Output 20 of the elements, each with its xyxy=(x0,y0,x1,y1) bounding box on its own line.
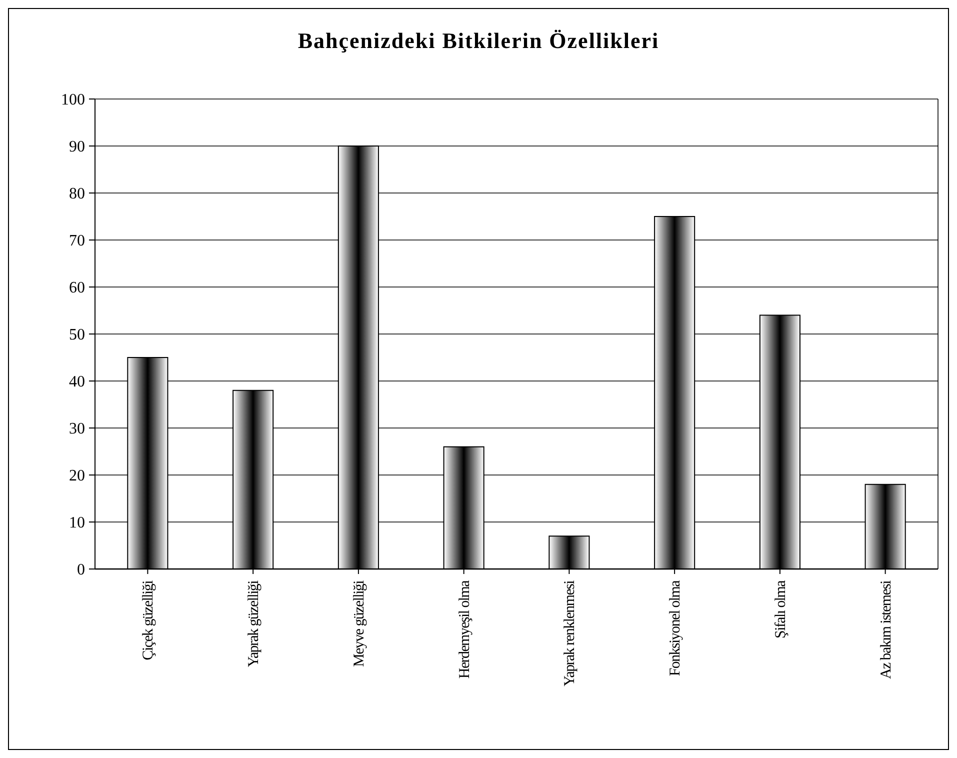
x-tick-label: Yaprak renklenmesi xyxy=(562,580,578,686)
y-tick-label: 80 xyxy=(69,186,85,203)
y-tick-label: 40 xyxy=(69,374,85,391)
x-tick-label: Yaprak güzelliği xyxy=(246,580,262,668)
y-tick-label: 100 xyxy=(61,92,85,109)
y-tick-label: 20 xyxy=(69,468,85,485)
x-tick-label: Az bakım istemesi xyxy=(878,580,894,680)
y-tick-label: 90 xyxy=(69,138,85,156)
y-tick-label: 60 xyxy=(69,280,85,297)
y-tick-label: 70 xyxy=(69,232,85,250)
y-tick-label: 10 xyxy=(69,514,85,532)
y-tick-label: 30 xyxy=(69,420,85,438)
x-tick-label: Meyve güzelliği xyxy=(351,580,368,667)
y-tick-label: 0 xyxy=(77,562,85,579)
chart-title: Bahçenizdeki Bitkilerin Özellikleri xyxy=(298,28,660,53)
x-tick-label: Çiçek güzelliği xyxy=(140,580,157,660)
x-tick-label: Herdemyeşil olma xyxy=(456,580,473,679)
y-tick-label: 50 xyxy=(69,326,85,344)
x-tick-label: Fonksiyonel olma xyxy=(668,580,684,676)
x-tick-label: Şifalı olma xyxy=(772,580,789,638)
